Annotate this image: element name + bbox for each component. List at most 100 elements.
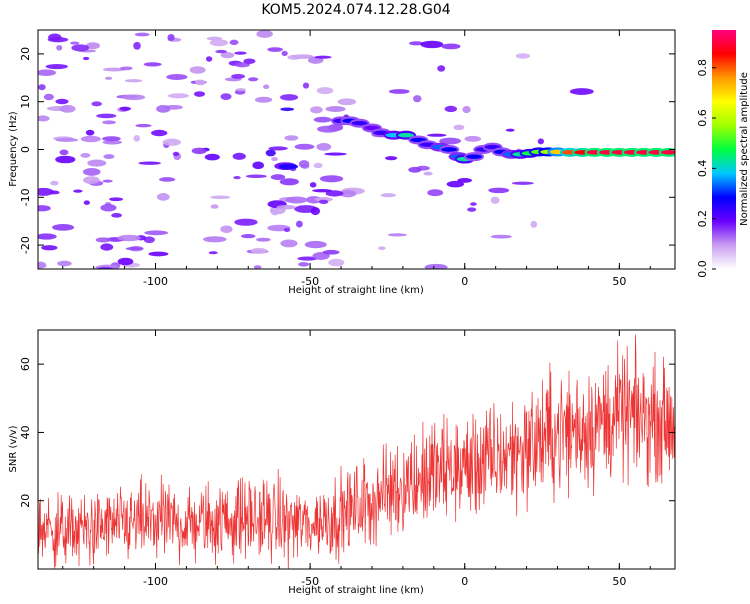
y-tick-label: 20 — [19, 494, 32, 508]
spectrogram-speckle — [241, 234, 256, 239]
colorbar: 0.0 0.2 0.4 0.6 0.8 Normalized spectral ampl… — [696, 30, 750, 278]
snr-panel: -100 -50 0 50 20 40 60 Height of straight line… — [8, 329, 676, 596]
spectrogram-speckle — [122, 94, 146, 101]
spectrogram-speckle — [57, 260, 72, 267]
spectrogram-speckle — [337, 98, 357, 106]
spectrogram-speckle — [55, 138, 79, 142]
spectrogram-speckle — [208, 251, 218, 255]
spectrogram-speckle — [56, 44, 63, 51]
spectrogram-speckle — [234, 51, 247, 55]
spectrogram-speckle — [505, 128, 515, 132]
spectrogram-speckle — [100, 243, 114, 251]
spectrogram-speckle — [100, 204, 117, 212]
colorbar-tick-label: 0.4 — [696, 160, 709, 178]
spectrogram-speckle — [271, 157, 278, 162]
spectrogram-speckle — [133, 135, 141, 142]
spectrogram-speckle — [316, 87, 334, 95]
spectrogram-speckle — [119, 106, 132, 111]
spectrogram-speckle — [120, 66, 133, 71]
spectrogram-speckle — [270, 208, 280, 216]
spectrogram-speckle — [318, 199, 329, 204]
x-tick-label: -50 — [301, 575, 319, 588]
spectrogram-speckle — [49, 190, 60, 195]
spectrogram-speckle — [38, 205, 51, 212]
spectrogram-speckle — [324, 152, 347, 156]
spectrogram-speckle — [220, 93, 232, 100]
spectrogram-speckle — [446, 180, 465, 188]
spectrogram-speckle — [384, 156, 398, 161]
spectrogram-speckle — [38, 233, 57, 240]
spectrogram-heat-layer — [38, 30, 675, 269]
spectrogram-speckle — [313, 116, 332, 123]
spectrogram-speckle — [250, 247, 268, 254]
spectrogram-speckle — [143, 62, 162, 67]
spectrogram-speckle — [83, 176, 100, 185]
spectrogram-speckle — [117, 257, 134, 266]
spectrogram-speckle — [229, 39, 239, 45]
y-tick-label: 10 — [19, 95, 32, 109]
spectrogram-speckle — [210, 195, 231, 200]
chart-title: KOM5.2024.074.12.28.G04 — [261, 2, 450, 18]
spectrogram-speckle — [457, 178, 473, 183]
spectrogram-speckle — [328, 258, 345, 267]
spectrogram-speckle — [80, 152, 91, 158]
spectrogram-speckle — [284, 135, 299, 141]
spectrogram-speckle — [252, 161, 265, 170]
spectrogram-speckle — [276, 205, 297, 210]
spectrogram-speckle — [233, 175, 241, 180]
spectrogram-speckle — [285, 196, 308, 204]
snr-frame — [37, 329, 676, 570]
x-tick-label: 0 — [461, 575, 468, 588]
spectrogram-speckle — [488, 187, 510, 194]
spectrogram-y-axis-label: Frequency (Hz) — [8, 111, 19, 187]
colorbar-tick-label: 0.0 — [696, 260, 709, 278]
colorbar-tick-label: 0.6 — [696, 109, 709, 127]
spectrogram-speckle — [312, 188, 333, 193]
spectrogram-speckle — [235, 88, 247, 92]
colorbar-ticks: 0.0 0.2 0.4 0.6 0.8 — [696, 59, 716, 278]
spectrogram-speckle — [41, 245, 58, 251]
spectrogram-speckle — [267, 47, 283, 52]
spectrogram-speckle — [133, 41, 141, 50]
x-tick-label: -100 — [143, 575, 168, 588]
y-tick-label: 20 — [19, 47, 32, 61]
spectrogram-ridge-cell — [466, 154, 483, 159]
spectrogram-speckle — [490, 196, 500, 204]
spectrogram-speckle — [254, 96, 273, 103]
spectrogram-speckle — [424, 263, 448, 269]
spectrogram-speckle — [203, 236, 227, 243]
spectrogram-speckle — [256, 237, 271, 242]
spectrogram-speckle — [220, 52, 235, 59]
spectrogram-speckle — [111, 213, 122, 218]
spectrogram-speckle — [467, 207, 477, 212]
spectrogram-speckle — [234, 218, 258, 226]
spectrogram-speckle — [281, 50, 288, 57]
x-tick-label: 0 — [461, 275, 468, 288]
spectrogram-speckle — [96, 113, 117, 119]
spectrogram-speckle — [248, 77, 259, 82]
spectrogram-speckle — [325, 190, 344, 197]
spectrogram-speckle — [270, 174, 286, 181]
spectrogram-speckle — [537, 138, 545, 145]
spectrogram-speckle — [245, 174, 267, 179]
spectrogram-speckle — [91, 101, 102, 107]
spectrogram-speckle — [427, 133, 447, 137]
spectrogram-speckle — [52, 223, 75, 231]
spectrogram-speckle — [388, 89, 410, 94]
spectrogram-speckle — [156, 104, 171, 113]
spectrogram-speckle — [256, 30, 273, 38]
spectrogram-speckle — [423, 171, 433, 176]
spectrogram-speckle — [210, 204, 219, 209]
spectrogram-speckle — [234, 62, 250, 68]
spectrogram-speckle — [295, 220, 303, 228]
spectrogram-speckle — [283, 227, 291, 232]
spectrogram-speckle — [378, 246, 386, 250]
spectrogram-speckle — [59, 104, 76, 113]
x-tick-label: 50 — [612, 275, 626, 288]
spectrogram-speckle — [55, 155, 76, 164]
spectrogram-ridge-cell — [660, 150, 675, 155]
spectrogram-speckle — [38, 261, 47, 269]
spectrogram-speckle — [70, 41, 80, 45]
